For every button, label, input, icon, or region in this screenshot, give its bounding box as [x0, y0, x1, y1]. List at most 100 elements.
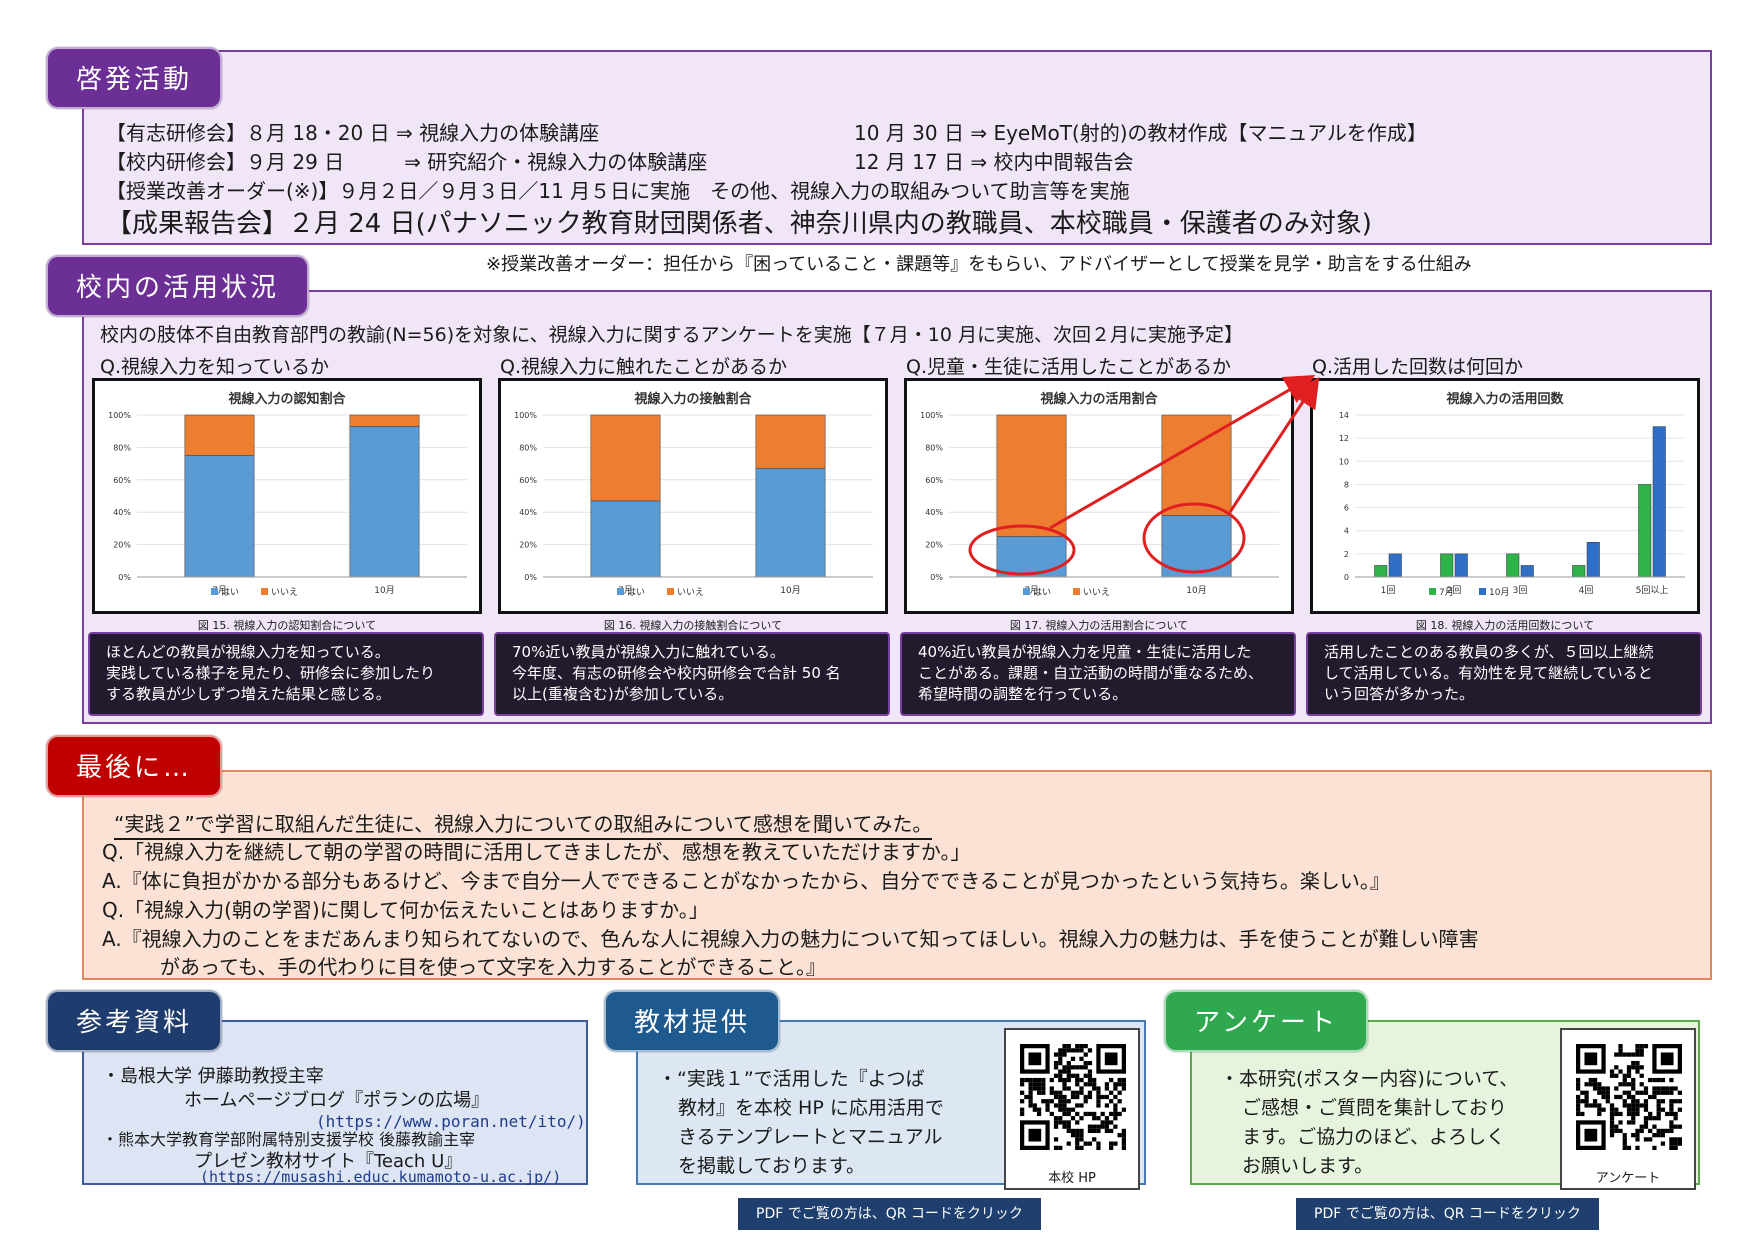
pdf-link-material[interactable]: PDF でご覧の方は、QR コードをクリック: [738, 1198, 1041, 1230]
qr-module: [1576, 1086, 1581, 1091]
qr-module: [1605, 1099, 1610, 1104]
qr-module: [1609, 1107, 1615, 1112]
qr-module: [1083, 1044, 1088, 1049]
reference-2-url[interactable]: (https://musashi.educ.kumamoto-u.ac.jp/): [200, 1168, 562, 1186]
question-2: Q.視線入力に触れたことがあるか: [500, 356, 787, 378]
qr-module: [1032, 1077, 1037, 1083]
qr-module: [1028, 1103, 1033, 1108]
chart-3-ytick: 0: [1344, 573, 1349, 582]
qr-module: [1113, 1116, 1118, 1121]
qr-module: [1070, 1107, 1076, 1112]
qr-module: [1092, 1086, 1097, 1091]
qr-module: [1117, 1099, 1122, 1104]
qr-label-enquete: アンケート: [1595, 1171, 1661, 1186]
pdf-link-enquete[interactable]: PDF でご覧の方は、QR コードをクリック: [1296, 1198, 1599, 1230]
qr-module: [1609, 1124, 1615, 1129]
qr-module: [1058, 1090, 1063, 1095]
qr-module: [1656, 1128, 1661, 1134]
qr-module: [1635, 1060, 1640, 1066]
qr-module: [1597, 1107, 1602, 1112]
qr-module: [1058, 1145, 1063, 1150]
qr-module: [1066, 1086, 1071, 1091]
interview-q1: Q.「視線入力を継続して朝の学習の時間に活用してきましたが、感想を教えていただけ…: [102, 840, 971, 864]
qr-module: [1087, 1094, 1093, 1100]
qr-module: [1028, 1082, 1033, 1087]
qr-module: [1626, 1065, 1632, 1070]
qr-module: [1058, 1107, 1063, 1112]
chart-3-legend-label: 7月: [1439, 587, 1454, 598]
qr-code-school-hp[interactable]: 本校 HP: [1004, 1028, 1140, 1190]
qr-module: [1087, 1124, 1093, 1129]
chart-3-legend-swatch: [1429, 588, 1436, 595]
qr-module: [1631, 1133, 1636, 1138]
qr-code-enquete[interactable]: アンケート: [1560, 1028, 1696, 1190]
qr-module: [1087, 1048, 1093, 1053]
qr-module: [1635, 1128, 1640, 1134]
keihatsu-row1-right: 10 月 30 日 ⇒ EyeMoT(射的)の教材作成【マニュアルを作成】: [854, 121, 1427, 145]
qr-module: [1075, 1103, 1080, 1108]
qr-module: [1597, 1090, 1602, 1095]
qr-module: [1100, 1094, 1105, 1100]
qr-module: [1121, 1077, 1126, 1083]
interview-a2-line-2: があっても、手の代わりに目を使って文字を入力することができること。』: [160, 955, 826, 979]
qr-module: [1096, 1116, 1101, 1121]
qr-module: [1066, 1073, 1071, 1078]
qr-module: [1100, 1111, 1105, 1117]
qr-module: [1580, 1099, 1585, 1104]
qr-module: [1643, 1090, 1649, 1095]
qr-module: [1020, 1099, 1025, 1104]
qr-module: [1062, 1120, 1067, 1125]
qr-module: [1083, 1082, 1088, 1087]
qr-module: [1058, 1048, 1063, 1053]
chart-2-ytick: 40%: [925, 508, 943, 517]
qr-module: [1669, 1128, 1674, 1134]
qr-module: [1601, 1094, 1606, 1100]
qr-module: [1062, 1069, 1067, 1074]
qr-module: [1669, 1099, 1674, 1104]
qr-module: [1117, 1082, 1122, 1087]
qr-module: [1673, 1141, 1678, 1146]
qr-module: [1113, 1111, 1118, 1117]
comment-4-line-3: いう回答が多かった。: [1324, 685, 1475, 703]
chart-2-legend-swatch: [1073, 588, 1080, 595]
qr-module: [1584, 1103, 1589, 1108]
qr-module: [1584, 1082, 1589, 1087]
qr-module: [1104, 1086, 1110, 1091]
chart-0-xtick: 7月: [212, 585, 227, 596]
qr-module: [1049, 1086, 1054, 1091]
qr-module: [1622, 1133, 1627, 1138]
qr-module: [1588, 1077, 1593, 1083]
qr-module: [1096, 1103, 1101, 1108]
qr-module: [1626, 1103, 1632, 1108]
qr-module: [1609, 1116, 1615, 1121]
qr-module: [1058, 1103, 1063, 1108]
footnote: ※授業改善オーダー：担任から『困っていること・課題等』をもらい、アドバイザーとし…: [486, 254, 1472, 275]
qr-module: [1041, 1082, 1046, 1087]
qr-module: [1592, 1082, 1598, 1087]
qr-module: [1631, 1103, 1636, 1108]
qr-module: [1576, 1094, 1581, 1100]
qr-module: [1028, 1094, 1033, 1100]
qr-module: [1614, 1052, 1619, 1057]
qr-module: [1083, 1094, 1088, 1100]
qr-code-image: [1576, 1044, 1682, 1150]
qr-module: [1673, 1145, 1678, 1150]
chart-3-ytick: 12: [1339, 434, 1349, 443]
chart-2-ytick: 80%: [925, 443, 943, 452]
qr-module: [1020, 1082, 1025, 1087]
qr-module: [1096, 1124, 1101, 1129]
qr-module: [1075, 1137, 1080, 1142]
chart-3-xtick: 3回: [1513, 585, 1528, 596]
qr-module: [1660, 1128, 1666, 1134]
qr-module: [1660, 1090, 1666, 1095]
chart-1-ytick: 20%: [519, 541, 537, 550]
qr-module: [1576, 1111, 1581, 1117]
chart-0-ytick: 20%: [113, 541, 131, 550]
reference-1-url[interactable]: (https://www.poran.net/ito/): [316, 1112, 586, 1131]
chart-1-ytick: 100%: [514, 411, 537, 420]
qr-module: [1635, 1044, 1640, 1049]
qr-module: [1631, 1086, 1636, 1091]
qr-module: [1104, 1124, 1110, 1129]
qr-module: [1622, 1103, 1627, 1108]
qr-module: [1028, 1077, 1033, 1083]
